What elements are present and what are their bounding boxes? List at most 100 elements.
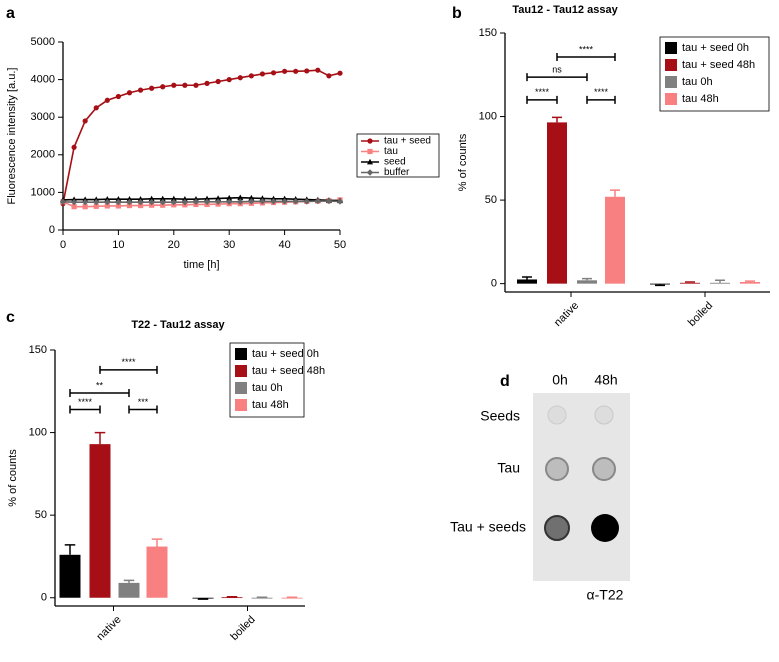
dot-blot: 0h 48h Seeds Tau Tau + seeds α-T22 bbox=[450, 372, 630, 603]
error-bar bbox=[522, 277, 532, 280]
data-point bbox=[71, 145, 76, 150]
error-bar bbox=[124, 580, 135, 582]
panel-label: b bbox=[452, 5, 462, 22]
significance-label: ns bbox=[552, 64, 562, 74]
significance-label: **** bbox=[594, 87, 609, 97]
x-tick-label: native bbox=[552, 300, 581, 329]
legend-label: tau bbox=[384, 146, 398, 157]
significance-label: **** bbox=[121, 357, 136, 367]
data-point bbox=[271, 70, 276, 75]
data-point bbox=[83, 118, 88, 123]
y-tick-label: 5000 bbox=[31, 36, 55, 48]
data-point bbox=[204, 81, 209, 86]
legend-swatch bbox=[665, 59, 677, 71]
legend-label: tau + seed 0h bbox=[252, 348, 319, 360]
y-axis-label: % of counts bbox=[7, 449, 19, 507]
x-tick-label: boiled bbox=[686, 300, 715, 329]
y-tick-label: 100 bbox=[479, 110, 497, 122]
y-tick-label: 50 bbox=[485, 194, 497, 206]
chart-title: Tau12 - Tau12 assay bbox=[512, 4, 618, 16]
data-point bbox=[216, 79, 221, 84]
bar bbox=[119, 583, 140, 598]
data-point bbox=[105, 98, 110, 103]
legend-swatch bbox=[235, 382, 247, 394]
legend-swatch bbox=[235, 348, 247, 360]
blot-dot bbox=[595, 406, 613, 424]
legend-label: buffer bbox=[384, 167, 410, 178]
blot-column-label: 48h bbox=[594, 372, 617, 388]
bar bbox=[90, 444, 111, 598]
error-bar bbox=[610, 190, 620, 197]
error-bar bbox=[745, 281, 755, 282]
data-point bbox=[160, 84, 165, 89]
legend-label: seed bbox=[384, 157, 406, 168]
error-bar bbox=[65, 545, 76, 555]
data-point bbox=[127, 90, 132, 95]
panel-label: c bbox=[6, 309, 15, 326]
data-point bbox=[116, 94, 121, 99]
y-tick-label: 2000 bbox=[31, 149, 55, 161]
significance-label: *** bbox=[138, 397, 149, 407]
blot-dot bbox=[548, 406, 566, 424]
data-point bbox=[238, 75, 243, 80]
legend-label: tau 0h bbox=[252, 382, 283, 394]
x-tick-label: 20 bbox=[168, 239, 180, 251]
blot-row-label: Tau + seeds bbox=[450, 519, 526, 535]
data-point bbox=[94, 105, 99, 110]
blot-column-label: 0h bbox=[552, 372, 568, 388]
error-bar bbox=[685, 282, 695, 283]
x-tick-label: boiled bbox=[228, 614, 257, 643]
blot-row-label: Seeds bbox=[480, 408, 520, 424]
error-bar bbox=[582, 279, 592, 281]
panel-label: a bbox=[6, 5, 15, 22]
bar bbox=[710, 283, 730, 284]
legend-label: tau 48h bbox=[682, 93, 719, 105]
data-point bbox=[171, 83, 176, 88]
y-tick-label: 50 bbox=[35, 509, 47, 521]
bar bbox=[680, 283, 700, 284]
legend-label: tau 48h bbox=[252, 399, 289, 411]
chart-title: T22 - Tau12 assay bbox=[131, 319, 225, 331]
y-tick-label: 150 bbox=[29, 344, 47, 356]
error-bar bbox=[655, 284, 665, 285]
y-tick-label: 3000 bbox=[31, 111, 55, 123]
data-point bbox=[367, 138, 372, 143]
significance-label: ** bbox=[96, 380, 104, 390]
y-tick-label: 0 bbox=[49, 224, 55, 236]
data-point bbox=[282, 69, 287, 74]
bar bbox=[147, 547, 168, 598]
blot-row-label: Tau bbox=[497, 460, 520, 476]
x-tick-label: 40 bbox=[278, 239, 290, 251]
error-bar bbox=[152, 539, 163, 546]
legend-swatch bbox=[235, 365, 247, 377]
y-tick-label: 4000 bbox=[31, 74, 55, 86]
data-point bbox=[249, 73, 254, 78]
error-bar bbox=[715, 280, 725, 283]
bar bbox=[577, 280, 597, 283]
significance-label: **** bbox=[78, 397, 93, 407]
panel-label: d bbox=[500, 373, 510, 390]
data-point bbox=[182, 83, 187, 88]
significance-label: **** bbox=[535, 87, 550, 97]
legend-label: tau + seed 48h bbox=[252, 365, 325, 377]
legend-swatch bbox=[235, 399, 247, 411]
error-bar bbox=[552, 117, 562, 122]
bar bbox=[605, 197, 625, 284]
blot-dot bbox=[545, 516, 569, 540]
legend-label: tau + seed bbox=[384, 136, 431, 147]
x-tick-label: native bbox=[94, 614, 123, 643]
x-tick-label: 10 bbox=[112, 239, 124, 251]
x-tick-label: 0 bbox=[60, 239, 66, 251]
legend-label: tau + seed 48h bbox=[682, 59, 755, 71]
legend-label: tau + seed 0h bbox=[682, 42, 749, 54]
legend-swatch bbox=[665, 42, 677, 54]
x-axis-label: time [h] bbox=[183, 259, 219, 271]
blot-dot bbox=[546, 458, 568, 480]
data-point bbox=[138, 88, 143, 93]
blot-dot bbox=[593, 458, 615, 480]
data-point bbox=[315, 68, 320, 73]
y-tick-label: 0 bbox=[41, 592, 47, 604]
bar bbox=[650, 284, 670, 285]
series-line bbox=[63, 70, 340, 203]
series-line bbox=[63, 198, 340, 201]
